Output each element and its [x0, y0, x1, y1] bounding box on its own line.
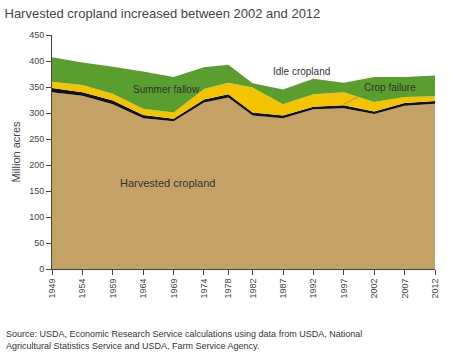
svg-text:200: 200 [29, 160, 44, 170]
svg-text:Crop failure: Crop failure [364, 82, 416, 93]
svg-text:1954: 1954 [77, 279, 87, 299]
svg-text:50: 50 [34, 238, 44, 248]
svg-text:300: 300 [29, 108, 44, 118]
svg-text:1982: 1982 [248, 279, 258, 299]
svg-text:1987: 1987 [278, 279, 288, 299]
svg-text:100: 100 [29, 212, 44, 222]
svg-text:2012: 2012 [430, 279, 440, 299]
svg-text:Million acres: Million acres [10, 121, 22, 183]
svg-text:1964: 1964 [138, 279, 148, 299]
svg-text:350: 350 [29, 82, 44, 92]
svg-text:450: 450 [29, 30, 44, 40]
svg-text:150: 150 [29, 186, 44, 196]
svg-text:Source: USDA, Economic Researc: Source: USDA, Economic Research Service … [6, 329, 362, 351]
svg-text:Summer fallow: Summer fallow [133, 84, 200, 95]
svg-text:Harvested cropland: Harvested cropland [120, 177, 215, 189]
svg-text:1978: 1978 [223, 279, 233, 299]
svg-text:Idle cropland: Idle cropland [273, 66, 330, 77]
svg-text:1959: 1959 [108, 279, 118, 299]
svg-text:2002: 2002 [369, 279, 379, 299]
svg-text:2007: 2007 [400, 279, 410, 299]
svg-text:1969: 1969 [169, 279, 179, 299]
svg-text:Harvested cropland increased b: Harvested cropland increased between 200… [5, 6, 321, 21]
svg-text:1992: 1992 [308, 279, 318, 299]
svg-text:250: 250 [29, 134, 44, 144]
svg-text:0: 0 [39, 264, 44, 274]
svg-text:1974: 1974 [199, 279, 209, 299]
svg-text:1997: 1997 [339, 279, 349, 299]
svg-text:400: 400 [29, 56, 44, 66]
svg-text:1949: 1949 [47, 279, 57, 299]
